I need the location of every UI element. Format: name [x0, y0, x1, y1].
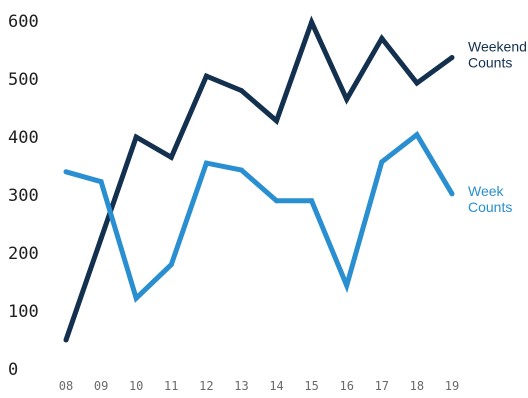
legend-label: Counts	[468, 55, 512, 71]
x-tick-label: 16	[340, 379, 354, 393]
x-tick-label: 17	[375, 379, 389, 393]
data-point	[238, 167, 244, 173]
data-point	[379, 35, 385, 41]
series-lines	[63, 15, 455, 343]
x-tick-label: 14	[269, 379, 283, 393]
data-point	[309, 198, 315, 204]
y-tick-label: 600	[8, 12, 39, 32]
data-point	[98, 236, 104, 241]
x-tick-label: 15	[304, 379, 318, 393]
x-tick-label: 19	[445, 379, 459, 393]
data-point	[133, 295, 139, 301]
series-line-week-counts	[65, 130, 455, 303]
data-point	[133, 134, 139, 140]
legend-label: Week	[468, 183, 505, 199]
x-tick-label: 10	[129, 379, 143, 393]
data-point	[203, 160, 209, 166]
data-point	[63, 337, 69, 343]
data-point	[309, 19, 315, 25]
data-point	[414, 132, 420, 138]
data-point	[274, 118, 280, 124]
y-tick-label: 500	[8, 70, 39, 90]
series-line-weekend-counts	[63, 15, 454, 341]
data-point	[98, 179, 104, 185]
data-point	[168, 154, 174, 160]
data-point	[414, 80, 420, 86]
y-tick-label: 400	[8, 128, 39, 148]
y-tick-label: 200	[8, 244, 39, 264]
data-point	[203, 73, 209, 79]
legend-label: Weekend	[468, 39, 527, 55]
data-point	[449, 191, 455, 197]
data-point	[168, 262, 174, 268]
data-point	[379, 159, 385, 165]
y-tick-label: 0	[8, 360, 18, 380]
data-point	[449, 55, 455, 61]
y-tick-label: 300	[8, 186, 39, 206]
x-tick-label: 09	[94, 379, 108, 393]
data-point	[274, 198, 280, 204]
x-tick-label: 13	[234, 379, 248, 393]
data-point	[344, 96, 350, 102]
x-tick-label: 11	[164, 379, 178, 393]
data-point	[63, 169, 69, 175]
legend-label: Counts	[468, 199, 512, 215]
x-tick-label: 12	[199, 379, 213, 393]
x-tick-label: 18	[410, 379, 424, 393]
data-point	[344, 282, 350, 288]
data-point	[238, 88, 244, 94]
x-axis-ticks: 08 09 10 11 12 13 14 15 16 17 18 19	[59, 379, 459, 393]
y-tick-label: 100	[8, 302, 39, 322]
x-tick-label: 08	[59, 379, 73, 393]
y-axis-ticks: 0 100 200 300 400 500 600	[8, 12, 39, 380]
